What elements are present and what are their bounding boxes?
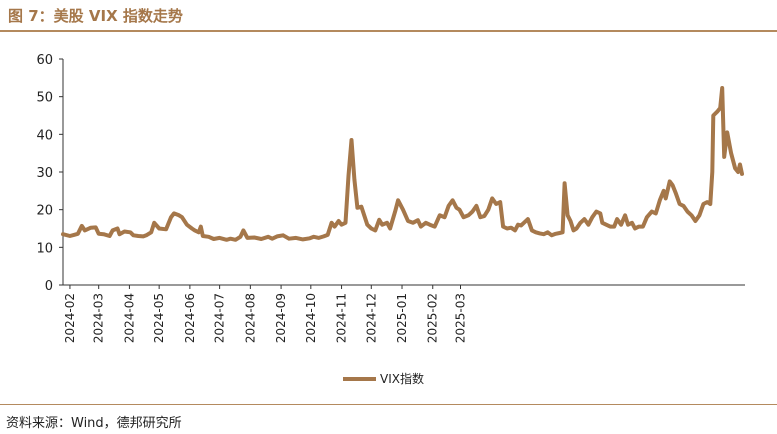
x-tick-label: 2024-10	[304, 293, 318, 343]
y-tick-label: 60	[36, 53, 53, 68]
legend: VIX指数	[343, 371, 424, 386]
y-tick-label: 40	[36, 128, 53, 143]
y-tick-label: 20	[36, 204, 53, 219]
x-tick-label: 2024-02	[63, 293, 77, 343]
y-axis: 0 10 20 30 40 50 60	[36, 53, 64, 294]
x-tick-label: 2024-03	[92, 293, 106, 343]
figure-title: 图 7：美股 VIX 指数走势	[8, 7, 183, 25]
x-tick-label: 2024-05	[152, 293, 166, 343]
x-tick-label: 2025-03	[454, 293, 468, 343]
x-tick-label: 2025-01	[395, 293, 409, 343]
y-tick-label: 10	[36, 241, 53, 256]
x-tick-label: 2024-11	[335, 293, 349, 343]
y-tick-label: 0	[45, 279, 53, 294]
source-note: 资料来源：Wind，德邦研究所	[6, 416, 182, 431]
x-tick-label: 2025-02	[426, 293, 440, 343]
x-tick-label: 2024-04	[122, 293, 136, 343]
x-tick-label: 2024-07	[213, 293, 227, 343]
top-divider	[0, 30, 777, 32]
y-tick-label: 30	[36, 166, 53, 181]
y-tick-label: 50	[36, 91, 53, 106]
x-tick-label: 2024-09	[274, 293, 288, 343]
x-axis: 2024-02 2024-03 2024-04 2024-05 2024-06 2024-…	[63, 284, 745, 343]
bottom-divider	[0, 404, 777, 405]
x-tick-label: 2024-12	[364, 293, 378, 343]
vix-series-line	[61, 86, 744, 242]
x-tick-label: 2024-08	[243, 293, 257, 343]
x-tick-label: 2024-06	[183, 293, 197, 343]
legend-label-vix: VIX指数	[380, 371, 424, 386]
